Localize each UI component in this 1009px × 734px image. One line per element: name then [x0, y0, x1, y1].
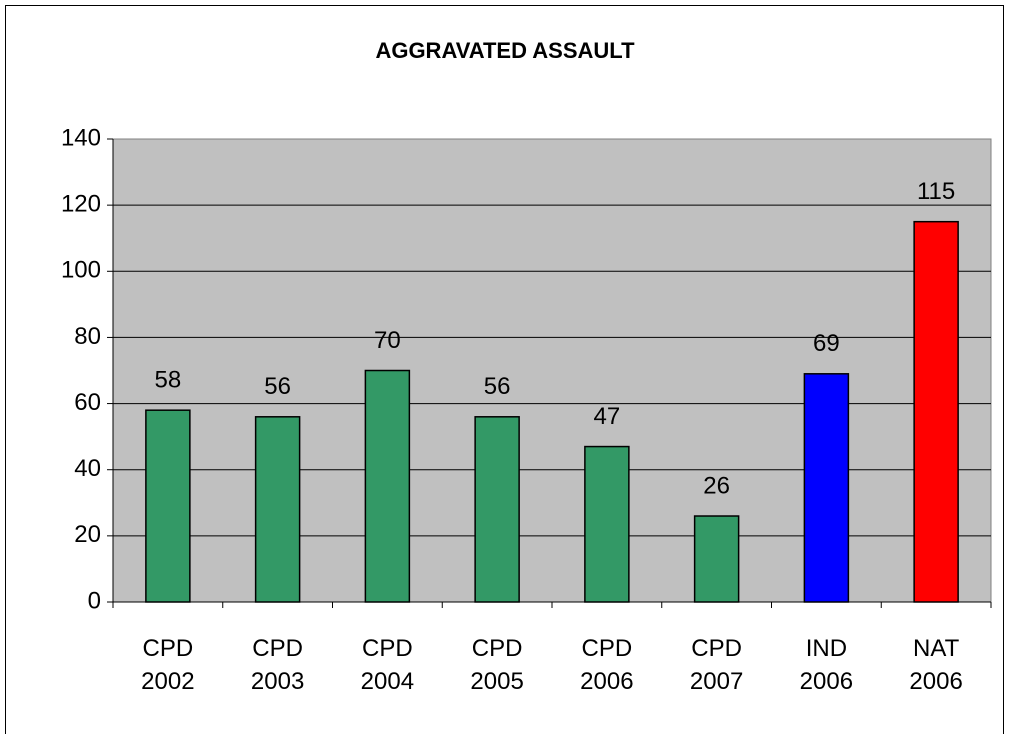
- y-tick-label: 60: [74, 389, 101, 416]
- y-tick-label: 40: [74, 455, 101, 482]
- bar: [364, 369, 411, 603]
- bar: [803, 373, 850, 603]
- bar: [913, 220, 959, 603]
- bar: [474, 416, 520, 603]
- data-label: 47: [594, 403, 621, 430]
- x-tick-label: CPD 2004: [360, 635, 415, 695]
- bar: [254, 416, 301, 603]
- data-label: 69: [813, 330, 840, 357]
- y-tick-label: 100: [61, 257, 101, 284]
- y-tick-label: 120: [61, 190, 101, 217]
- y-tick-label: 140: [61, 124, 101, 151]
- data-label: 26: [703, 472, 730, 499]
- chart-title: AGGRAVATED ASSAULT: [375, 38, 635, 63]
- bar: [584, 445, 630, 603]
- chart-border: [5, 5, 1004, 734]
- bar: [693, 515, 740, 603]
- data-label: 70: [374, 327, 401, 354]
- x-tick-label: CPD 2002: [141, 635, 195, 695]
- bar: [145, 409, 191, 603]
- x-tick-label: CPD 2005: [470, 635, 524, 695]
- x-tick-label: CPD 2003: [250, 635, 305, 695]
- y-tick-label: 20: [74, 521, 101, 548]
- y-tick-label: 80: [74, 323, 101, 350]
- x-tick-label: CPD 2006: [580, 635, 634, 695]
- x-tick-label: NAT 2006: [909, 635, 963, 695]
- data-label: 56: [264, 373, 291, 400]
- x-tick-label: CPD 2007: [689, 635, 744, 695]
- data-label: 115: [917, 178, 955, 205]
- x-tick-label: IND 2006: [799, 635, 854, 695]
- data-label: 58: [155, 367, 182, 394]
- data-label: 56: [484, 373, 511, 400]
- plot-area: [112, 138, 992, 603]
- y-tick-label: 0: [88, 587, 101, 614]
